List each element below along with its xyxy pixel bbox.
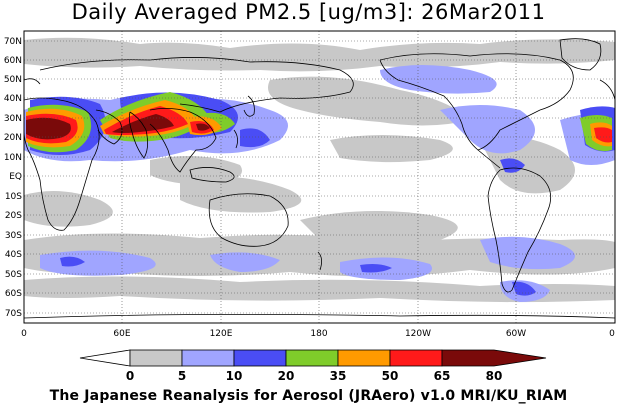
colorbar xyxy=(79,349,547,367)
colorbar-swatch xyxy=(181,349,235,367)
colorbar-swatch xyxy=(129,349,183,367)
graticule xyxy=(24,31,615,323)
lat-label: 40S xyxy=(5,250,22,260)
lon-label: 120W xyxy=(405,329,431,339)
lat-label: 10N xyxy=(4,153,22,163)
colorbar-label: 35 xyxy=(330,369,347,383)
lat-label: 70N xyxy=(4,37,22,47)
colorbar-swatch xyxy=(389,349,443,367)
lat-label: 60N xyxy=(4,56,22,66)
lon-label: 120E xyxy=(210,329,233,339)
map-title: Daily Averaged PM2.5 [ug/m3]: 26Mar2011 xyxy=(71,0,546,24)
lat-label: EQ xyxy=(9,172,22,182)
longitude-labels: 0 60E 120E 180 120W 60W 0 xyxy=(21,329,615,339)
lat-label: 10S xyxy=(5,192,22,202)
lat-label: 50S xyxy=(5,270,22,280)
lat-label: 30N xyxy=(4,114,22,124)
colorbar-swatch xyxy=(285,349,339,367)
lat-label: 30S xyxy=(5,231,22,241)
lat-label: 20N xyxy=(4,133,22,143)
colorbar-swatch xyxy=(79,349,131,367)
colorbar-label: 50 xyxy=(382,369,399,383)
colorbar-labels: 0 5 10 20 35 50 65 80 xyxy=(126,369,503,383)
lat-label: 50N xyxy=(4,75,22,85)
lat-label: 60S xyxy=(5,289,22,299)
lon-label: 60E xyxy=(113,329,130,339)
lon-label: 0 xyxy=(21,329,27,339)
coastlines xyxy=(24,38,615,319)
footer-credit: The Japanese Reanalysis for Aerosol (JRA… xyxy=(49,388,568,404)
map-frame xyxy=(23,30,616,324)
lat-label: 70S xyxy=(5,309,22,319)
colorbar-swatch xyxy=(337,349,391,367)
lon-label: 180 xyxy=(310,329,327,339)
colorbar-label: 5 xyxy=(178,369,186,383)
lat-label: 40N xyxy=(4,94,22,104)
lon-label: 60W xyxy=(506,329,526,339)
lon-label: 0 xyxy=(609,329,615,339)
colorbar-label: 0 xyxy=(126,369,134,383)
latitude-labels: 70N 60N 50N 40N 30N 20N 10N EQ 10S 20S 3… xyxy=(4,37,22,319)
field-level-80 xyxy=(26,114,210,140)
colorbar-label: 80 xyxy=(486,369,503,383)
lat-label: 20S xyxy=(5,211,22,221)
pm25-field xyxy=(24,37,615,319)
colorbar-swatch xyxy=(233,349,287,367)
colorbar-label: 20 xyxy=(278,369,295,383)
field-level-5 xyxy=(24,37,615,303)
colorbar-label: 65 xyxy=(434,369,451,383)
colorbar-label: 10 xyxy=(226,369,243,383)
colorbar-swatch xyxy=(441,349,547,367)
